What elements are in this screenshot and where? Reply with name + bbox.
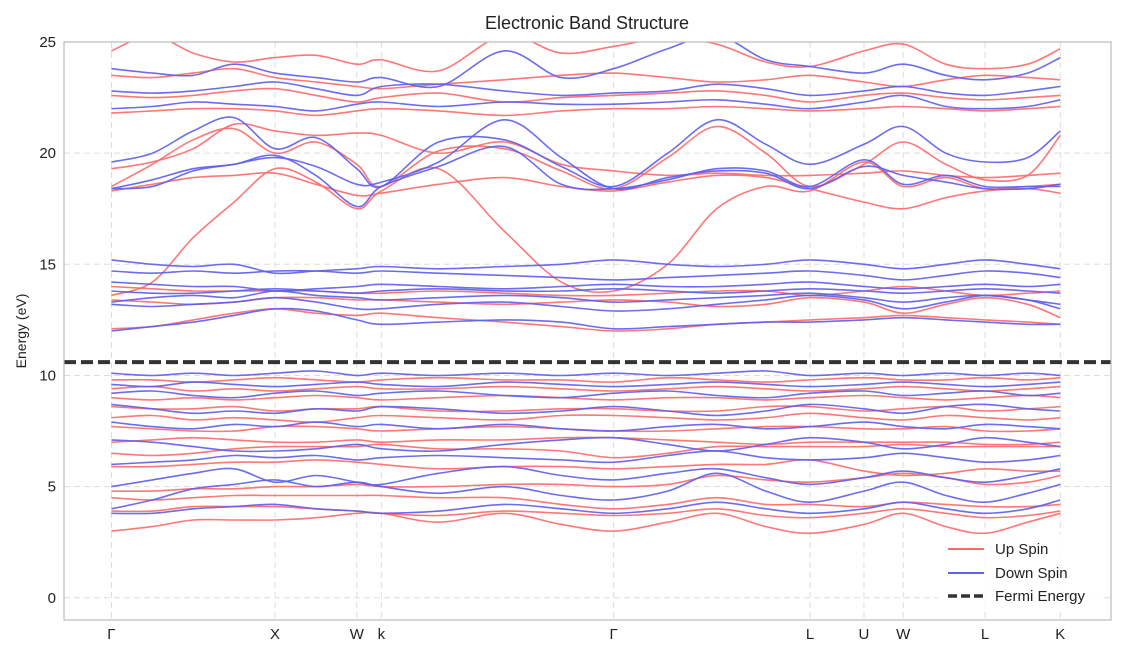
down-spin-band bbox=[111, 116, 1061, 189]
up-spin-band bbox=[111, 394, 1061, 401]
up-spin-band bbox=[111, 42, 1061, 73]
y-tick-label: 25 bbox=[39, 34, 56, 51]
down-spin-band bbox=[111, 403, 1061, 417]
y-tick-label: 10 bbox=[39, 367, 56, 384]
down-spin-band bbox=[111, 287, 1061, 295]
up-spin-band bbox=[111, 385, 1061, 392]
down-spin-band bbox=[111, 42, 1061, 89]
y-axis-label: Energy (eV) bbox=[13, 294, 29, 369]
down-spin-band bbox=[111, 421, 1061, 432]
down-spin-band bbox=[111, 436, 1061, 453]
x-tick-label: Γ bbox=[610, 626, 618, 643]
x-tick-label: W bbox=[350, 626, 365, 643]
x-tick-label: k bbox=[378, 626, 386, 643]
x-tick-label: L bbox=[981, 626, 989, 643]
y-tick-labels: 0 5 10 15 20 25 bbox=[39, 34, 56, 607]
legend-label-down-spin: Down Spin bbox=[995, 565, 1068, 582]
x-tick-label: U bbox=[859, 626, 870, 643]
x-tick-label: X bbox=[270, 626, 280, 643]
y-tick-label: 0 bbox=[48, 590, 56, 607]
up-spin-band bbox=[111, 494, 1061, 510]
y-tick-label: 5 bbox=[48, 479, 56, 496]
x-tick-label: W bbox=[896, 626, 911, 643]
plot-frame bbox=[63, 41, 1112, 621]
up-spin-band bbox=[111, 505, 1061, 519]
y-tick-label: 20 bbox=[39, 145, 56, 162]
down-spin-band bbox=[111, 118, 1061, 191]
down-spin-band bbox=[111, 259, 1061, 275]
up-spin-band bbox=[111, 436, 1061, 446]
y-tick-label: 15 bbox=[39, 256, 56, 273]
legend-label-fermi-energy: Fermi Energy bbox=[995, 588, 1086, 605]
up-spin-band bbox=[111, 87, 1061, 103]
down-spin-band bbox=[111, 381, 1061, 388]
up-spin-band bbox=[111, 443, 1061, 459]
up-spin-band bbox=[111, 376, 1061, 383]
up-spin-band bbox=[111, 458, 1061, 477]
chart-title: Electronic Band Structure bbox=[485, 13, 689, 33]
band-lines bbox=[111, 42, 1061, 535]
down-spin-band bbox=[111, 290, 1061, 306]
down-spin-band bbox=[111, 307, 1061, 332]
legend-label-up-spin: Up Spin bbox=[995, 541, 1048, 558]
legend: Up Spin Down Spin Fermi Energy bbox=[938, 534, 1102, 610]
up-spin-band bbox=[111, 511, 1061, 535]
down-spin-band bbox=[111, 472, 1061, 510]
up-spin-band bbox=[111, 122, 1061, 179]
down-spin-band bbox=[111, 94, 1061, 112]
down-spin-band bbox=[111, 370, 1061, 377]
up-spin-band bbox=[111, 125, 1061, 190]
down-spin-band bbox=[111, 390, 1061, 399]
x-tick-label: Γ bbox=[107, 626, 115, 643]
down-spin-band bbox=[111, 294, 1061, 312]
up-spin-band bbox=[111, 412, 1061, 423]
up-spin-band bbox=[111, 105, 1061, 117]
down-spin-band bbox=[111, 145, 1061, 208]
down-spin-band bbox=[111, 269, 1061, 281]
down-spin-band bbox=[111, 499, 1061, 515]
down-spin-band bbox=[111, 465, 1061, 488]
down-spin-band bbox=[111, 81, 1061, 97]
down-spin-band bbox=[111, 450, 1061, 466]
x-tick-label: K bbox=[1055, 626, 1065, 643]
x-tick-label: L bbox=[806, 626, 814, 643]
up-spin-band bbox=[111, 307, 1061, 332]
up-spin-band bbox=[111, 67, 1061, 90]
